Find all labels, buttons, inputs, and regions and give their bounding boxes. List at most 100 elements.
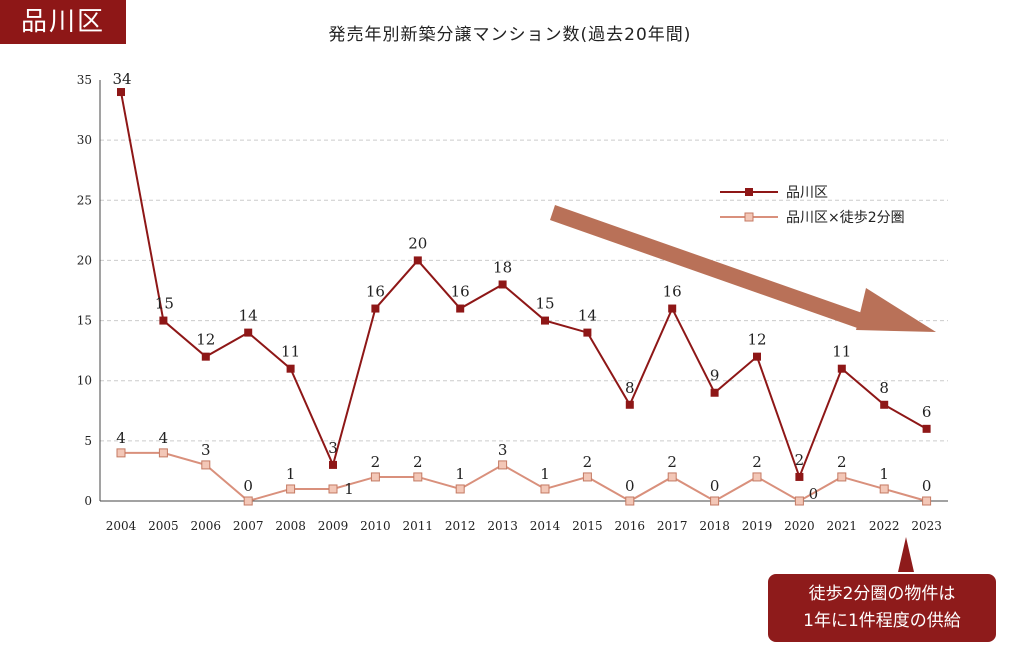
data-label-total: 16 <box>451 283 470 301</box>
series-line-total <box>120 91 928 480</box>
series-point-total <box>371 304 380 313</box>
series-point-walk2 <box>922 496 932 506</box>
x-axis-ticks: 2004 2005 2006 2007 2008 2009 2010 2011 2012 2013… <box>106 519 942 533</box>
callout-pointer <box>898 537 914 572</box>
series-point-walk2 <box>582 472 592 482</box>
series-point-walk2 <box>286 484 296 494</box>
data-label-walk2: 2 <box>413 453 423 471</box>
series-group <box>116 88 932 506</box>
x-tick-label: 2019 <box>742 519 773 533</box>
data-label-total: 14 <box>578 307 597 325</box>
series-point-walk2 <box>752 472 762 482</box>
data-label-walk2: 1 <box>344 480 354 498</box>
x-tick-label: 2013 <box>487 519 518 533</box>
series-point-total <box>117 88 125 97</box>
data-label-total: 8 <box>879 379 889 397</box>
series-point-total <box>159 316 168 325</box>
data-label-walk2: 0 <box>710 477 720 495</box>
series-point-total <box>413 256 422 265</box>
data-label-walk2: 0 <box>922 477 932 495</box>
x-tick-label: 2008 <box>275 519 306 533</box>
trend-arrow-shaft <box>550 205 868 330</box>
callout-line-2: 1年に1件程度の供給 <box>803 611 961 631</box>
data-label-total: 11 <box>281 343 300 361</box>
data-label-walk2: 0 <box>625 477 635 495</box>
data-label-total: 11 <box>832 343 851 361</box>
series-point-total <box>795 472 804 481</box>
data-label-total: 18 <box>493 258 512 276</box>
data-label-walk2: 3 <box>498 441 508 459</box>
series-point-total <box>244 328 253 337</box>
series-point-total <box>456 304 465 313</box>
data-label-walk2: 1 <box>455 465 465 483</box>
x-tick-label: 2006 <box>191 519 222 533</box>
legend-marker-total <box>745 188 753 196</box>
data-label-walk2: 4 <box>159 429 169 447</box>
x-tick-label: 2010 <box>360 519 391 533</box>
series-point-walk2 <box>455 484 465 494</box>
y-tick-label: 30 <box>77 133 92 147</box>
series-point-total <box>753 352 761 361</box>
data-label-walk2: 1 <box>540 465 550 483</box>
legend-label-total: 品川区 <box>786 185 828 201</box>
data-label-total: 8 <box>625 379 635 397</box>
series-point-walk2 <box>498 460 508 470</box>
data-label-total: 6 <box>922 403 932 421</box>
series-line-walk2 <box>121 451 927 503</box>
data-label-total: 15 <box>155 295 174 313</box>
series-point-total <box>201 352 210 361</box>
x-tick-label: 2018 <box>699 519 730 533</box>
x-tick-label: 2023 <box>911 519 942 533</box>
callout-line-1: 徒歩2分圏の物件は <box>808 584 956 604</box>
series-point-walk2 <box>667 472 677 482</box>
series-point-walk2 <box>370 472 380 482</box>
data-label-total: 2 <box>795 451 805 469</box>
x-tick-label: 2011 <box>403 519 434 533</box>
data-label-total: 12 <box>747 331 766 349</box>
gridlines <box>100 139 948 442</box>
series-point-walk2 <box>243 496 253 506</box>
trend-arrow-head <box>856 288 936 332</box>
data-label-walk2: 2 <box>583 453 593 471</box>
series-point-total <box>668 304 677 313</box>
series-point-total <box>583 328 592 337</box>
x-tick-label: 2009 <box>318 519 349 533</box>
data-label-walk2: 0 <box>809 485 819 503</box>
data-label-walk2: 1 <box>286 465 296 483</box>
x-tick-label: 2004 <box>106 519 137 533</box>
series-point-walk2 <box>625 496 635 506</box>
series-point-total <box>625 400 634 409</box>
series-point-walk2 <box>710 496 720 506</box>
data-label-walk2: 4 <box>116 429 126 447</box>
x-tick-label: 2015 <box>572 519 603 533</box>
series-point-total <box>837 364 846 373</box>
data-label-total: 20 <box>408 234 427 252</box>
y-axis-ticks: 0 5 10 15 20 25 30 35 <box>77 73 92 508</box>
series-point-total <box>541 316 549 325</box>
series-point-walk2 <box>201 460 211 470</box>
data-label-walk2: 2 <box>371 453 381 471</box>
data-label-total: 15 <box>535 295 554 313</box>
data-label-total: 16 <box>366 283 385 301</box>
data-label-total: 14 <box>239 307 258 325</box>
y-tick-label: 20 <box>77 253 92 267</box>
data-label-total: 9 <box>710 367 720 385</box>
series-point-walk2 <box>116 448 126 458</box>
series-point-walk2 <box>879 484 889 494</box>
data-label-total: 34 <box>112 70 131 88</box>
x-tick-label: 2017 <box>657 519 688 533</box>
y-tick-label: 15 <box>77 314 92 328</box>
series-point-walk2 <box>158 448 168 458</box>
series-point-total <box>498 280 507 289</box>
series-point-total <box>710 388 719 397</box>
series-point-walk2 <box>328 484 338 494</box>
x-tick-label: 2014 <box>530 519 561 533</box>
series-point-walk2 <box>837 472 847 482</box>
data-label-walk2: 0 <box>243 477 253 495</box>
data-label-total: 12 <box>196 331 215 349</box>
callout-box: 徒歩2分圏の物件は 1年に1件程度の供給 <box>768 574 996 642</box>
series-point-total <box>922 424 931 433</box>
y-tick-label: 10 <box>77 374 92 388</box>
